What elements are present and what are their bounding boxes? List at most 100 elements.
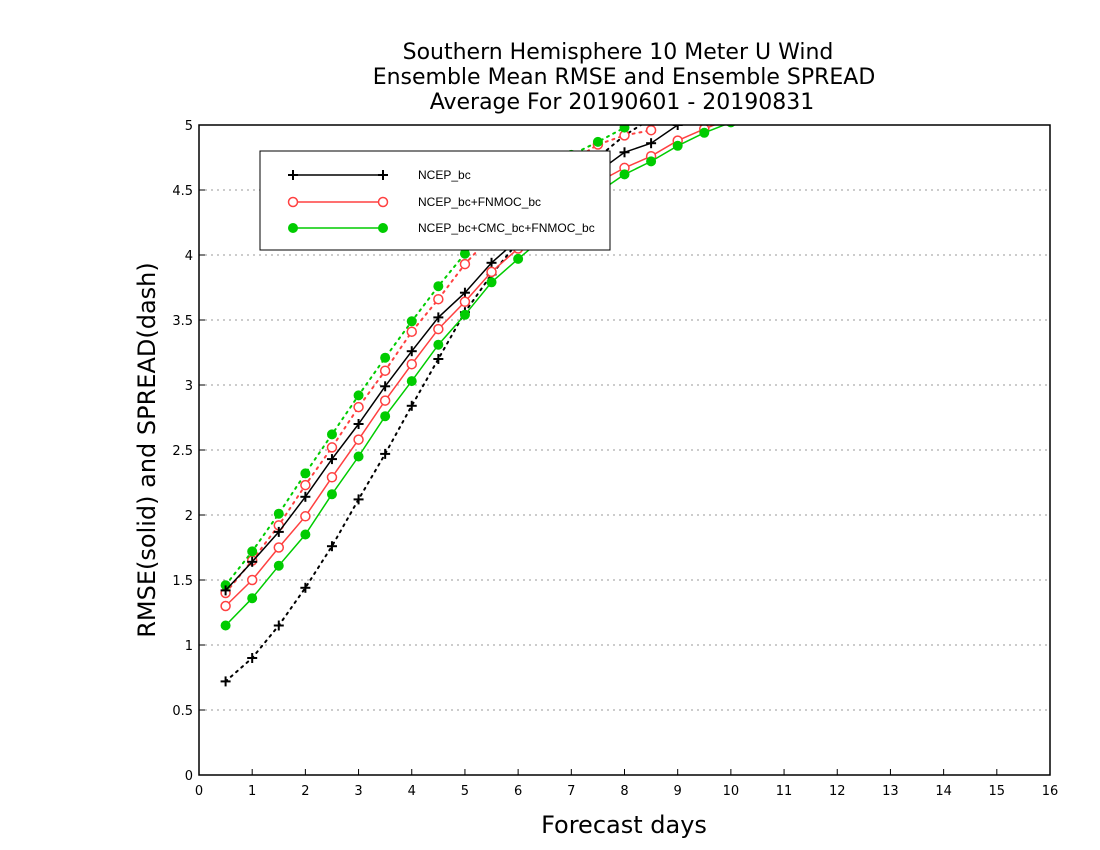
series-1-spread-point	[406, 400, 417, 411]
chart-title-line-3: Average For 20190601 - 20190831	[430, 90, 815, 115]
series-3-rmse-point	[459, 309, 470, 320]
x-tick-label: 1	[248, 784, 256, 799]
y-tick-label: 0	[185, 769, 193, 784]
series-3-spread-point	[380, 352, 391, 363]
legend-marker	[378, 170, 388, 180]
x-tick-label: 2	[301, 784, 309, 799]
series-3-spread-point	[326, 429, 337, 440]
legend: NCEP_bc NCEP_bc+FNMOC_bc NCEP_bc+CMC_bc+FN…	[259, 150, 611, 251]
legend-marker	[288, 170, 298, 180]
legend-marker	[378, 223, 388, 233]
series-1-rmse-point	[406, 346, 417, 357]
series-3-spread-point	[459, 248, 470, 259]
series-3-rmse-point	[672, 140, 683, 151]
y-tick-label: 3.5	[172, 314, 193, 329]
x-tick-label: 3	[354, 784, 362, 799]
series-2-spread-point	[406, 326, 417, 337]
series-2-rmse-point	[326, 472, 338, 483]
y-tick-label: 1.5	[172, 574, 193, 589]
legend-entry-3: NCEP_bc+CMC_bc+FNMOC_bc	[288, 221, 595, 235]
series-3-spread-point	[406, 316, 417, 327]
y-tick-label: 2	[185, 509, 193, 524]
series-1-rmse-point	[433, 312, 444, 323]
series-1-rmse-line	[225, 125, 680, 591]
x-tick-label: 16	[1042, 784, 1059, 799]
series-1-spread-point	[273, 620, 284, 631]
series-2-spread-point	[379, 365, 391, 376]
series-3-rmse-point	[433, 339, 444, 350]
grid-lines	[199, 189, 1050, 711]
x-tick-label: 6	[514, 784, 522, 799]
series-3-rmse-point	[300, 529, 311, 540]
series-3-spread-point	[300, 468, 311, 479]
series-2-spread-point	[326, 442, 338, 453]
legend-marker	[377, 196, 389, 208]
series-3-rmse-point	[513, 253, 524, 264]
series-3-spread-point	[353, 390, 364, 401]
legend-label: NCEP_bc	[418, 168, 471, 182]
series-1-rmse-point	[672, 125, 683, 130]
series-2-rmse-point	[300, 511, 311, 522]
x-tick-label: 15	[989, 784, 1006, 799]
series-1-rmse-point	[459, 287, 470, 298]
series-2-spread-point	[353, 401, 364, 413]
legend-box	[259, 150, 611, 251]
chart-title-line-1: Southern Hemisphere 10 Meter U Wind	[403, 40, 834, 65]
y-tick-label: 4.5	[172, 184, 193, 199]
x-tick-label: 10	[723, 784, 740, 799]
series-3-rmse-point	[353, 451, 364, 462]
series-2-rmse-point	[273, 542, 285, 553]
series-3-spread-point	[619, 125, 630, 133]
series-2-rmse-point	[486, 266, 497, 278]
x-tick-label: 9	[674, 784, 682, 799]
x-tick-label: 5	[461, 784, 469, 799]
series-3-spread-point	[247, 546, 258, 557]
series-2-rmse-point	[406, 358, 417, 370]
series-1-rmse-point	[619, 147, 630, 158]
series-2-rmse-point	[459, 296, 471, 308]
series-3-rmse-point	[247, 593, 258, 604]
x-tick-label: 4	[408, 784, 416, 799]
y-tick-label: 0.5	[172, 704, 193, 719]
series-3-rmse-point	[619, 169, 630, 180]
series-2-rmse-point	[353, 434, 364, 445]
y-tick-label: 4	[185, 249, 193, 264]
series-1-spread-point	[380, 448, 391, 459]
series-1-spread-point	[247, 653, 258, 663]
series-2-spread-point	[300, 479, 311, 491]
x-tick-label: 14	[935, 784, 952, 799]
series-1-rmse-point	[353, 419, 364, 429]
series-2-rmse-point	[726, 114, 735, 123]
x-tick-label: 0	[195, 784, 203, 799]
series-1-spread-point	[353, 494, 364, 505]
series-2-rmse-point	[246, 574, 258, 586]
series-1-rmse-point	[300, 491, 311, 502]
series-1-spread-point	[326, 541, 337, 552]
series-3-rmse-point	[486, 277, 497, 288]
legend-label: NCEP_bc+FNMOC_bc	[418, 195, 541, 209]
series-1-rmse-point	[326, 454, 337, 465]
series-2-rmse-point	[220, 600, 231, 612]
series-1-rmse-point	[273, 526, 284, 537]
series-3-rmse-point	[273, 560, 284, 571]
legend-marker	[288, 223, 298, 233]
series-2-rmse-point	[433, 323, 444, 335]
series-1-spread-point	[300, 582, 311, 593]
series-3-spread-point	[273, 508, 284, 519]
series-2-spread-point	[433, 293, 444, 305]
series-3-rmse-point	[406, 376, 417, 387]
chart-title-line-2: Ensemble Mean RMSE and Ensemble SPREAD	[373, 65, 876, 90]
series-2-spread-point	[459, 258, 471, 270]
series-3-rmse-point	[326, 489, 337, 500]
x-tick-label: 13	[882, 784, 899, 799]
axes: 00.511.522.533.544.550 1 2 3 4 5 6 7 8 9 10 11 12 13 1…	[172, 119, 1058, 799]
series-3-rmse-point	[699, 127, 710, 138]
series-3-rmse-point	[646, 156, 657, 167]
series-1-rmse-point	[220, 585, 231, 596]
x-tick-label: 7	[567, 784, 575, 799]
series-3-spread-point	[592, 136, 603, 147]
series-1-spread-point	[646, 114, 656, 124]
y-tick-label: 3	[185, 379, 193, 394]
series-1-rmse-point	[247, 556, 258, 567]
